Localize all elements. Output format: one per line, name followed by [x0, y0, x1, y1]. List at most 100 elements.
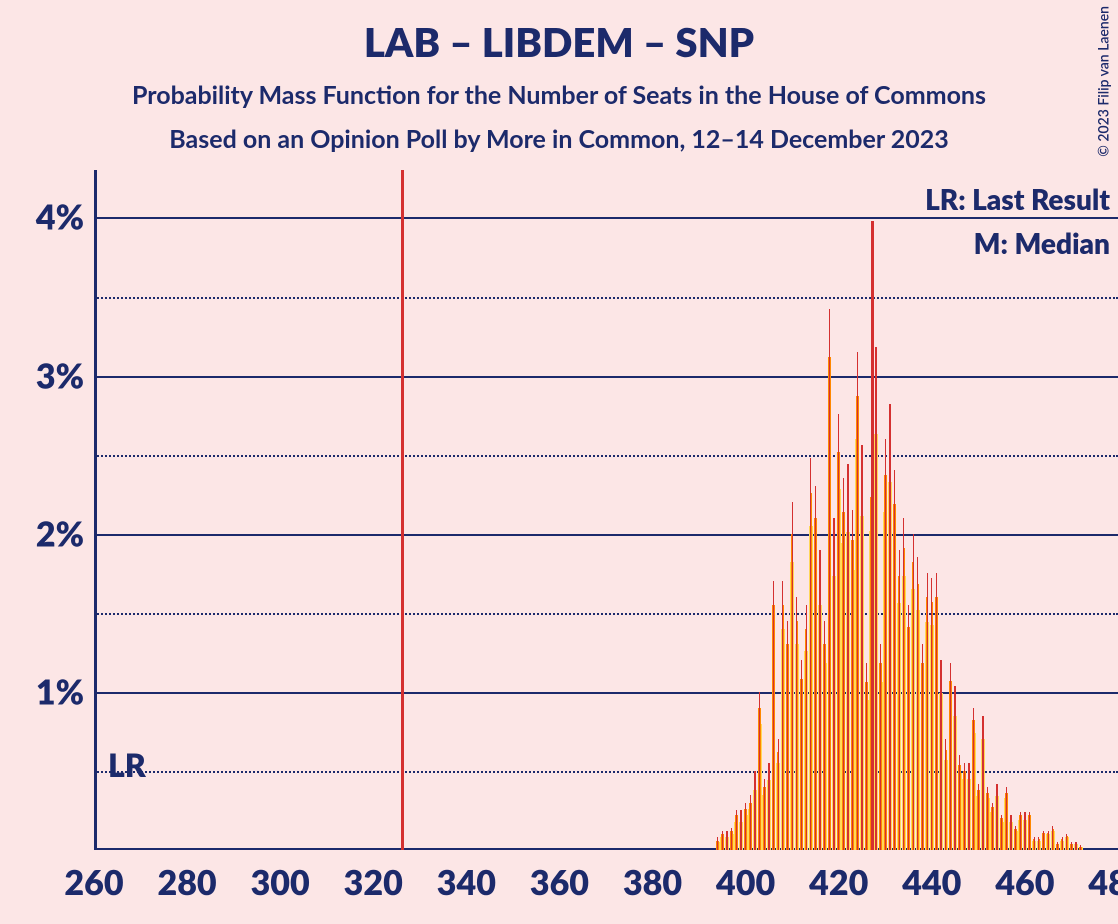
bar [819, 550, 820, 850]
bar-group [888, 404, 892, 850]
bar-group [739, 810, 743, 850]
bar [936, 573, 937, 850]
bar [806, 605, 807, 850]
bar [866, 663, 867, 850]
bar-group [981, 716, 985, 850]
bar [857, 352, 858, 850]
bar-group [734, 810, 738, 850]
bar-group [730, 828, 734, 850]
bar [1038, 837, 1039, 850]
bar [903, 518, 904, 850]
bar-group [1046, 831, 1050, 850]
bar [1052, 826, 1053, 850]
gridline-major [94, 376, 1118, 378]
bar [889, 404, 890, 850]
bar-group [990, 803, 994, 850]
bar [810, 458, 811, 850]
bar [745, 803, 746, 850]
bar [899, 550, 900, 850]
copyright-text: © 2023 Filip van Laenen [1095, 6, 1112, 157]
bar-group [828, 309, 832, 850]
x-tick-label: 340 [437, 850, 496, 903]
bar [843, 478, 844, 850]
bar-group [1028, 812, 1032, 850]
plot-area: 1%2%3%4%26028030032034036038040042044046… [94, 170, 1118, 850]
bar [922, 644, 923, 850]
bar [847, 464, 848, 850]
bar [852, 510, 853, 850]
bar-group [753, 771, 757, 850]
bar-group [893, 470, 897, 850]
x-tick-label: 480 [1088, 850, 1118, 903]
bar [927, 573, 928, 850]
bar-group [916, 557, 920, 850]
bar-group [748, 795, 752, 850]
legend-last-result: LR: Last Result [925, 182, 1110, 216]
bar-group [804, 605, 808, 850]
median-marker [871, 221, 874, 850]
bar [885, 439, 886, 850]
bar [754, 771, 755, 850]
bar-group [1070, 842, 1074, 850]
x-tick-label: 300 [251, 850, 310, 903]
bar [829, 309, 830, 850]
bar [759, 692, 760, 850]
gridline-minor [94, 455, 1118, 457]
bar [875, 347, 876, 850]
bar [973, 708, 974, 850]
bar [950, 663, 951, 850]
y-tick-label: 3% [36, 355, 94, 396]
bar-group [1009, 815, 1013, 850]
bar [945, 739, 946, 850]
bar [1080, 845, 1081, 850]
bar-group [720, 831, 724, 850]
bar [717, 837, 718, 850]
bar-group [846, 464, 850, 850]
chart-subtitle-2: Based on an Opinion Poll by More in Comm… [0, 124, 1118, 154]
bar [824, 621, 825, 850]
bar [1075, 842, 1076, 850]
bar-group [902, 518, 906, 850]
bar-group [832, 518, 836, 850]
bar-group [1074, 842, 1078, 850]
bar-group [860, 445, 864, 850]
bar-group [907, 605, 911, 850]
bar [778, 739, 779, 850]
bar [1066, 834, 1067, 850]
bar [978, 784, 979, 850]
bar-group [921, 644, 925, 850]
bar [913, 534, 914, 850]
bar-group [1014, 826, 1018, 850]
bar [917, 557, 918, 850]
bar [982, 716, 983, 850]
bar [1029, 812, 1030, 850]
bar-group [897, 550, 901, 850]
bar [1006, 787, 1007, 850]
bar [764, 779, 765, 850]
bar-group [986, 787, 990, 850]
lr-label: LR [108, 745, 146, 784]
bar [838, 414, 839, 850]
legend-median: M: Median [974, 226, 1110, 260]
bar-group [962, 763, 966, 850]
bar-group [1023, 812, 1027, 850]
bar-group [1037, 837, 1041, 850]
bar [792, 502, 793, 850]
bar [1043, 831, 1044, 850]
bar [940, 660, 941, 850]
gridline-major [94, 217, 1118, 219]
last-result-marker [401, 170, 404, 850]
bar [787, 621, 788, 850]
bar [992, 803, 993, 850]
x-tick-label: 260 [64, 850, 123, 903]
bar [750, 795, 751, 850]
x-tick-label: 380 [623, 850, 682, 903]
y-tick-label: 4% [36, 197, 94, 238]
bar [768, 763, 769, 850]
bar-group [953, 686, 957, 850]
bar-group [939, 660, 943, 850]
x-tick-label: 440 [902, 850, 961, 903]
bar [782, 581, 783, 850]
bar-group [790, 502, 794, 850]
bar-group [781, 581, 785, 850]
